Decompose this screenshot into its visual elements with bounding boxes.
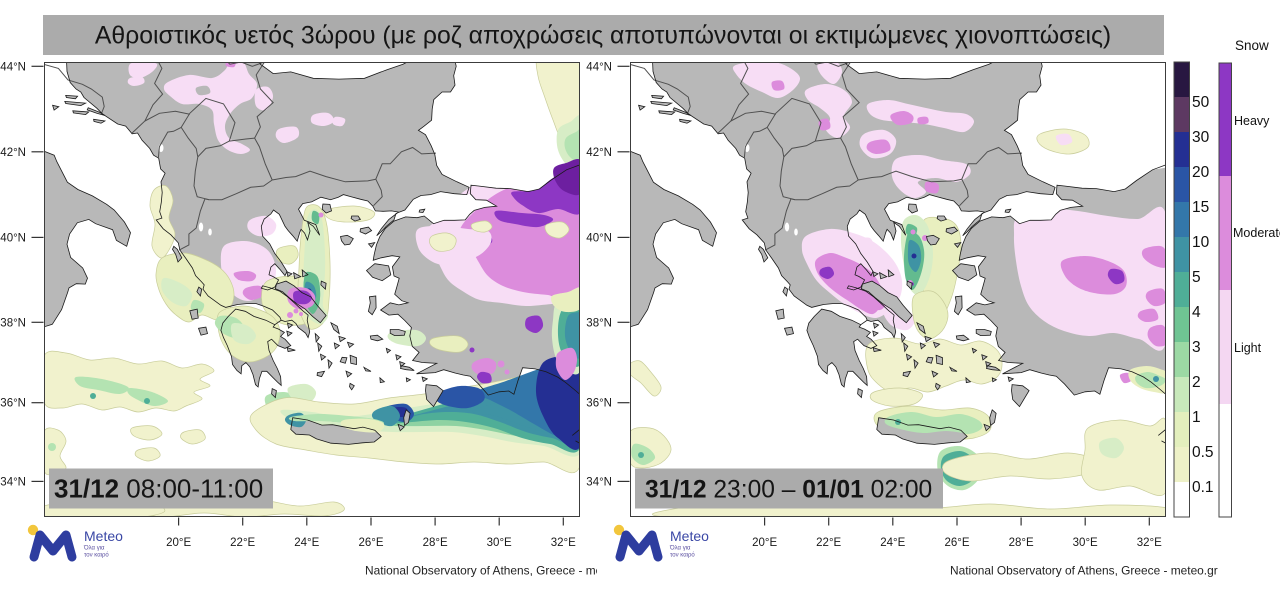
svg-text:36°N: 36°N — [586, 398, 612, 410]
svg-text:Meteo: Meteo — [670, 528, 709, 544]
svg-text:42°N: 42°N — [0, 147, 26, 159]
svg-text:τον καιρό: τον καιρό — [670, 552, 695, 559]
svg-text:22°E: 22°E — [816, 537, 841, 549]
svg-text:5: 5 — [1192, 269, 1201, 286]
svg-text:40°N: 40°N — [0, 232, 26, 244]
svg-text:38°N: 38°N — [0, 317, 26, 329]
svg-text:Meteo: Meteo — [84, 528, 123, 544]
svg-text:20°E: 20°E — [752, 537, 777, 549]
svg-text:44°N: 44°N — [586, 61, 612, 73]
svg-text:26°E: 26°E — [358, 537, 383, 549]
svg-text:Αθροιστικός υετός 3ώρου (με ρο: Αθροιστικός υετός 3ώρου (με ροζ αποχρώσε… — [95, 23, 1111, 50]
svg-text:38°N: 38°N — [586, 317, 612, 329]
svg-text:Όλα για: Όλα για — [83, 546, 105, 552]
svg-text:1: 1 — [1192, 409, 1201, 426]
svg-text:24°E: 24°E — [294, 537, 319, 549]
svg-text:0.5: 0.5 — [1192, 444, 1214, 461]
svg-text:34°N: 34°N — [586, 476, 612, 488]
svg-text:30°E: 30°E — [487, 537, 512, 549]
svg-text:30°E: 30°E — [1073, 537, 1098, 549]
svg-text:36°N: 36°N — [0, 398, 26, 410]
svg-text:32°E: 32°E — [551, 537, 576, 549]
svg-text:10: 10 — [1192, 234, 1210, 251]
svg-text:26°E: 26°E — [944, 537, 969, 549]
svg-text:Moderate: Moderate — [1233, 226, 1280, 240]
svg-text:Light: Light — [1234, 341, 1262, 355]
svg-text:28°E: 28°E — [423, 537, 448, 549]
svg-text:τον καιρό: τον καιρό — [84, 552, 109, 559]
svg-text:20°E: 20°E — [166, 537, 191, 549]
svg-text:42°N: 42°N — [586, 147, 612, 159]
svg-text:22°E: 22°E — [230, 537, 255, 549]
svg-text:4: 4 — [1192, 304, 1201, 321]
svg-text:34°N: 34°N — [0, 476, 26, 488]
svg-text:28°E: 28°E — [1009, 537, 1034, 549]
svg-text:30: 30 — [1192, 129, 1210, 146]
svg-text:Όλα για: Όλα για — [669, 546, 691, 552]
svg-text:24°E: 24°E — [880, 537, 905, 549]
svg-text:Snow: Snow — [1235, 38, 1269, 53]
svg-text:31/12 23:00 – 01/01 02:00: 31/12 23:00 – 01/01 02:00 — [645, 477, 932, 504]
svg-text:40°N: 40°N — [586, 232, 612, 244]
svg-text:15: 15 — [1192, 199, 1209, 216]
svg-text:20: 20 — [1192, 164, 1210, 181]
svg-text:Heavy: Heavy — [1234, 114, 1270, 128]
svg-text:2: 2 — [1192, 374, 1201, 391]
svg-text:50: 50 — [1192, 94, 1210, 111]
svg-text:32°E: 32°E — [1137, 537, 1162, 549]
svg-text:National Observatory of Athens: National Observatory of Athens, Greece -… — [365, 564, 633, 578]
svg-text:National Observatory of Athens: National Observatory of Athens, Greece -… — [950, 564, 1218, 578]
svg-text:31/12 08:00-11:00: 31/12 08:00-11:00 — [54, 474, 263, 504]
svg-text:44°N: 44°N — [0, 61, 26, 73]
svg-text:3: 3 — [1192, 339, 1201, 356]
svg-text:0.1: 0.1 — [1192, 479, 1214, 496]
